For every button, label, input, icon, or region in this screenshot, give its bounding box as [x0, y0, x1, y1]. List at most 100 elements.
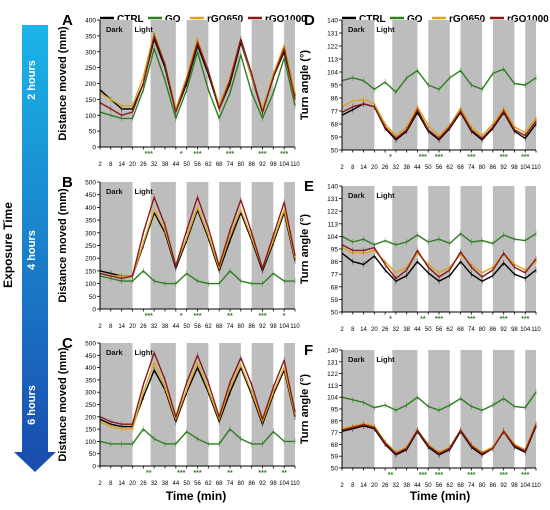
exposure-time-label: Exposure Time: [1, 202, 15, 288]
x-tick-label: 44: [414, 165, 421, 171]
x-tick-label: 2: [340, 327, 344, 333]
x-tick-label: 8: [351, 327, 355, 333]
dark-period-band: [150, 182, 176, 309]
dark-label: Dark: [106, 187, 124, 196]
x-tick-label: 92: [259, 481, 266, 487]
light-label: Light: [376, 25, 395, 34]
x-tick-label: 8: [351, 165, 355, 171]
x-tick-label: 26: [382, 483, 389, 489]
exposure-arrow-shaft: [22, 25, 48, 455]
x-tick-label: 86: [490, 327, 497, 333]
x-tick-label: 74: [468, 165, 475, 171]
x-tick-label: 68: [216, 324, 223, 330]
y-tick-label: 250: [85, 65, 96, 72]
y-tick-label: 50: [331, 148, 339, 155]
y-tick-label: 500: [85, 180, 96, 187]
y-tick-label: 250: [85, 243, 96, 250]
time-label-6h: 6 hours: [26, 385, 38, 425]
x-tick-label: 56: [194, 481, 201, 487]
significance-marker: *: [180, 151, 183, 158]
time-label-2h: 2 hours: [26, 60, 38, 100]
x-tick-label: 50: [183, 162, 190, 168]
x-tick-label: 8: [351, 483, 355, 489]
x-tick-label: 98: [511, 327, 518, 333]
y-tick-label: 400: [85, 365, 96, 372]
x-tick-label: 38: [403, 483, 410, 489]
panel-label: D: [304, 12, 315, 29]
y-tick-label: 100: [85, 439, 96, 446]
significance-marker: ***: [258, 313, 266, 320]
y-axis-title: Distance moved (mm): [57, 347, 69, 462]
x-tick-label: 62: [205, 324, 212, 330]
x-tick-label: 62: [446, 483, 453, 489]
significance-marker: ***: [145, 313, 153, 320]
x-tick-label: 32: [151, 481, 158, 487]
x-tick-label: 92: [500, 483, 507, 489]
x-tick-label: 62: [205, 162, 212, 168]
x-tick-label: 92: [500, 165, 507, 171]
y-tick-label: 104: [327, 70, 338, 77]
dark-period-band: [342, 350, 375, 468]
dark-period-band: [186, 20, 209, 147]
x-axis-title-right: Time (min): [410, 489, 470, 503]
x-tick-label: 20: [129, 162, 136, 168]
x-axis-title-left: Time (min): [166, 489, 226, 503]
legend-left: CTRL GO rGO650 rGO1000: [100, 14, 307, 25]
significance-marker: ***: [521, 316, 529, 323]
dark-period-band: [525, 20, 536, 150]
x-tick-label: 80: [237, 162, 244, 168]
significance-marker: **: [388, 472, 394, 479]
y-tick-label: 400: [85, 18, 96, 25]
x-tick-label: 38: [403, 165, 410, 171]
dark-label: Dark: [348, 25, 366, 34]
significance-marker: **: [420, 316, 426, 323]
significance-marker: ***: [193, 313, 201, 320]
y-tick-label: 200: [85, 414, 96, 421]
significance-marker: ***: [419, 472, 427, 479]
significance-marker: ***: [500, 154, 508, 161]
x-tick-label: 86: [490, 483, 497, 489]
x-tick-label: 38: [162, 324, 169, 330]
x-tick-label: 104: [520, 165, 531, 171]
significance-marker: ***: [435, 472, 443, 479]
significance-marker: *: [389, 316, 392, 323]
x-tick-label: 92: [259, 324, 266, 330]
dark-period-band: [100, 343, 133, 466]
dark-period-band: [460, 186, 483, 312]
significance-marker: ***: [193, 151, 201, 158]
x-tick-label: 26: [140, 324, 147, 330]
y-tick-label: 450: [85, 353, 96, 360]
significance-marker: ***: [521, 472, 529, 479]
x-tick-label: 26: [140, 481, 147, 487]
dark-period-band: [428, 186, 450, 312]
y-tick-label: 100: [85, 281, 96, 288]
significance-marker: ***: [435, 316, 443, 323]
y-tick-label: 250: [85, 402, 96, 409]
x-tick-label: 68: [457, 483, 464, 489]
x-tick-label: 110: [531, 165, 541, 171]
x-tick-label: 44: [172, 324, 179, 330]
x-tick-label: 14: [360, 483, 367, 489]
x-tick-label: 2: [98, 481, 102, 487]
x-tick-label: 50: [425, 165, 432, 171]
panel-D: Dark Light 50 59 68 77 86 95 104 113 122 131 140 2 8 14…: [299, 12, 541, 171]
x-tick-label: 74: [227, 162, 234, 168]
legend-label-rgo1000: rGO1000: [265, 14, 307, 25]
x-tick-label: 38: [403, 327, 410, 333]
panel-label: B: [62, 174, 73, 191]
x-tick-label: 14: [118, 481, 125, 487]
y-tick-label: 300: [85, 230, 96, 237]
dark-period-band: [525, 186, 536, 312]
dark-label: Dark: [348, 355, 366, 364]
dark-period-band: [492, 350, 515, 468]
significance-marker: ***: [226, 151, 234, 158]
y-tick-label: 50: [331, 310, 339, 317]
x-tick-label: 98: [511, 483, 518, 489]
x-tick-label: 92: [500, 327, 507, 333]
x-tick-label: 98: [270, 324, 277, 330]
dark-period-band: [100, 182, 133, 309]
x-tick-label: 8: [109, 162, 113, 168]
x-tick-label: 74: [468, 327, 475, 333]
x-tick-label: 8: [109, 481, 113, 487]
significance-marker: ***: [467, 316, 475, 323]
